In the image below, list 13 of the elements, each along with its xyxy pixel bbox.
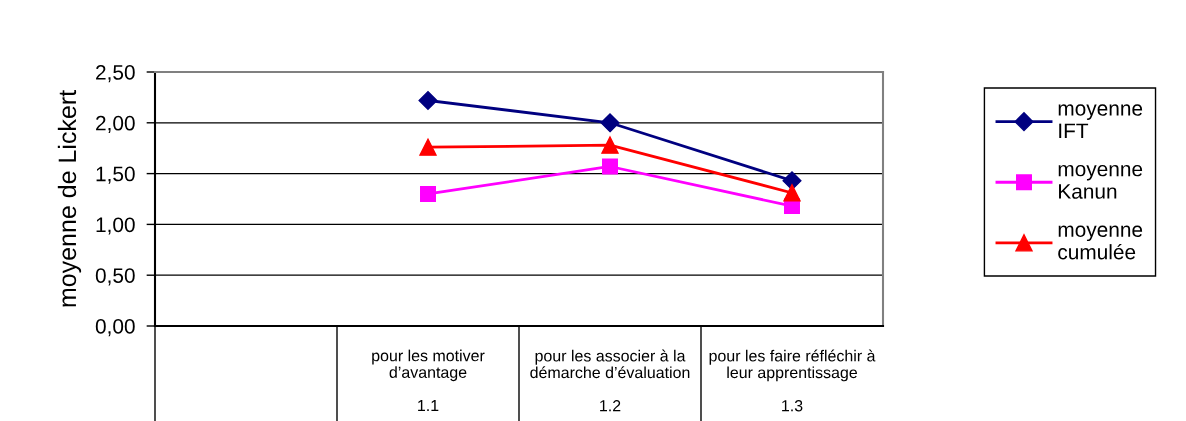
y-tick-label: 0,00 xyxy=(95,319,135,337)
legend-label: moyenne Kanun xyxy=(1058,164,1143,199)
x-tick-label: pour les faire réfléchir à leur apprentissage 1.3 xyxy=(709,349,876,412)
y-tick-label: 2,00 xyxy=(96,115,135,134)
y-tick-label: 2,50 xyxy=(96,65,135,83)
legend-label: moyenne cumulée xyxy=(1058,225,1143,260)
y-tick-label: 0,50 xyxy=(95,268,135,286)
y-tick-label: 1,00 xyxy=(96,217,135,235)
y-axis-title: moyenne de Lickert xyxy=(57,90,82,307)
y-tick-label: 1,50 xyxy=(96,166,135,184)
legend-label: moyenne IFT xyxy=(1058,104,1143,138)
x-tick-label: pour les motiver d’avantage 1.1 xyxy=(372,349,485,412)
category-label: pour les associer à la démarche d’évaluation 1.2 xyxy=(530,349,690,412)
